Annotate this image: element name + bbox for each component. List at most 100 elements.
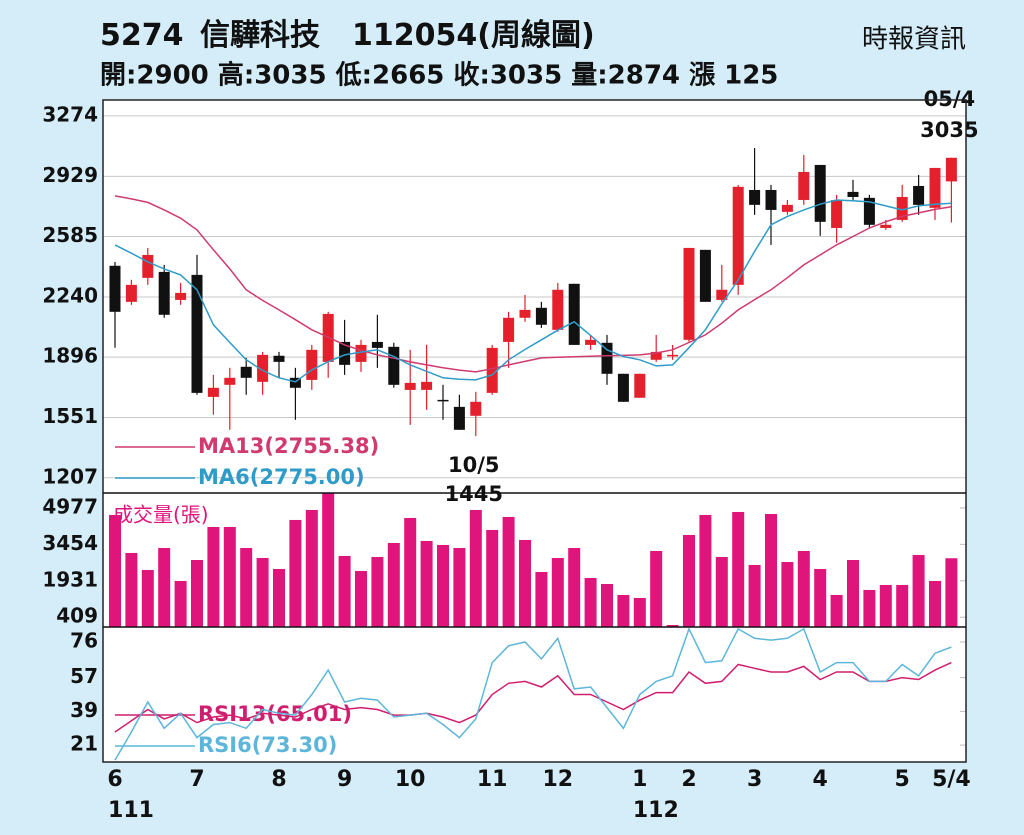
x-tick-label: 4 <box>813 767 828 792</box>
volume-bar <box>814 568 827 627</box>
volume-bar <box>289 519 302 627</box>
y-tick-label: 39 <box>70 698 98 722</box>
candle-body <box>896 196 908 220</box>
candle-body <box>142 254 154 278</box>
volume-bar <box>732 511 745 627</box>
candle-body <box>749 189 761 205</box>
candle-body <box>634 373 646 398</box>
stock-code: 5274 <box>100 18 184 53</box>
candle-body <box>207 387 219 397</box>
volume-bar <box>551 557 564 627</box>
volume-bar <box>273 568 285 627</box>
volume-bar <box>355 570 367 627</box>
volume-bar <box>371 556 384 627</box>
y-tick-label: 3454 <box>42 531 98 555</box>
volume-bar <box>387 542 400 627</box>
candle-body <box>437 399 449 402</box>
annotation-date: 10/5 <box>448 453 500 477</box>
source: 時報資訊 <box>862 25 966 55</box>
candle-body <box>535 307 547 325</box>
volume-bar <box>896 584 909 627</box>
volume-bar <box>207 526 220 627</box>
candle-body <box>486 347 498 393</box>
candle-body <box>568 283 580 345</box>
x-tick-label: 8 <box>271 767 286 792</box>
legend-label: MA13(2755.38) <box>198 434 379 458</box>
candle-body <box>339 341 351 365</box>
candle-body <box>355 344 367 362</box>
x-tick-label: 2 <box>681 767 696 792</box>
volume-bar <box>699 514 712 627</box>
volume-bar <box>765 513 777 627</box>
volume-bar <box>617 594 630 627</box>
x-tick-label: 9 <box>337 767 352 792</box>
candle-body <box>257 354 269 382</box>
annotation-price: 1445 <box>445 482 503 506</box>
chart-period: 112054(周線圖) <box>352 18 595 53</box>
candle-body <box>585 339 597 345</box>
volume-bar <box>797 550 810 627</box>
volume-bar <box>633 597 646 627</box>
y-tick-label: 76 <box>70 629 98 653</box>
candle-body <box>781 204 793 212</box>
candle-body <box>863 197 875 225</box>
candle-body <box>404 382 416 390</box>
x-tick-label: 5 <box>895 767 910 792</box>
x-tick-label: 11 <box>477 767 508 792</box>
candle-body <box>765 189 777 210</box>
candle-body <box>470 401 482 416</box>
y-tick-label: 1207 <box>42 464 98 488</box>
legend-label: MA6(2775.00) <box>198 465 365 489</box>
y-tick-label: 57 <box>70 664 98 688</box>
volume-bar <box>601 584 613 627</box>
volume-bar <box>584 577 597 627</box>
y-tick-label: 1931 <box>42 567 98 591</box>
volume-bar <box>125 552 138 627</box>
candle-body <box>552 289 564 330</box>
candle-body <box>831 199 843 228</box>
volume-bar <box>666 624 679 627</box>
candle-body <box>158 271 170 315</box>
x-year-label: 112 <box>633 798 679 823</box>
volume-bar <box>158 547 171 627</box>
volume-bar <box>929 580 941 627</box>
y-tick-label: 21 <box>70 732 98 756</box>
plot-frame <box>102 99 967 763</box>
annotation-date: 05/4 <box>924 87 976 111</box>
y-tick-label: 2929 <box>42 163 98 187</box>
volume-bar <box>109 514 121 627</box>
candle-body <box>125 284 137 302</box>
volume-bar <box>486 529 499 627</box>
candle-body <box>519 309 531 318</box>
volume-bar <box>519 539 531 627</box>
volume-bar <box>256 557 269 627</box>
candle-body <box>650 351 662 360</box>
volume-bar <box>437 544 449 627</box>
y-tick-label: 3274 <box>42 102 98 126</box>
y-tick-label: 1896 <box>42 344 98 368</box>
volume-bar <box>191 560 203 627</box>
x-tick-label: 5/4 <box>932 767 971 792</box>
chart-title: 5274 信驊科技 112054(周線圖) <box>100 18 595 53</box>
volume-bar <box>453 547 466 627</box>
volume-bar <box>568 547 581 627</box>
series-line <box>114 626 952 761</box>
candle-body <box>388 346 400 385</box>
y-tick-label: 2240 <box>42 283 98 307</box>
y-tick-label: 1551 <box>42 404 98 428</box>
candle-body <box>175 292 187 300</box>
x-tick-label: 12 <box>542 767 573 792</box>
stock-name: 信驊科技 <box>200 18 320 53</box>
volume-bar <box>945 558 958 627</box>
volume-bar <box>912 554 925 627</box>
candle-body <box>306 349 318 380</box>
candle-body <box>913 185 925 205</box>
annotation-price: 3035 <box>920 118 978 142</box>
candle-body <box>880 224 892 228</box>
legend-label: RSI6(73.30) <box>198 733 337 757</box>
x-tick-label: 1 <box>632 767 647 792</box>
volume-bar <box>502 516 515 627</box>
y-tick-label: 409 <box>56 604 98 628</box>
